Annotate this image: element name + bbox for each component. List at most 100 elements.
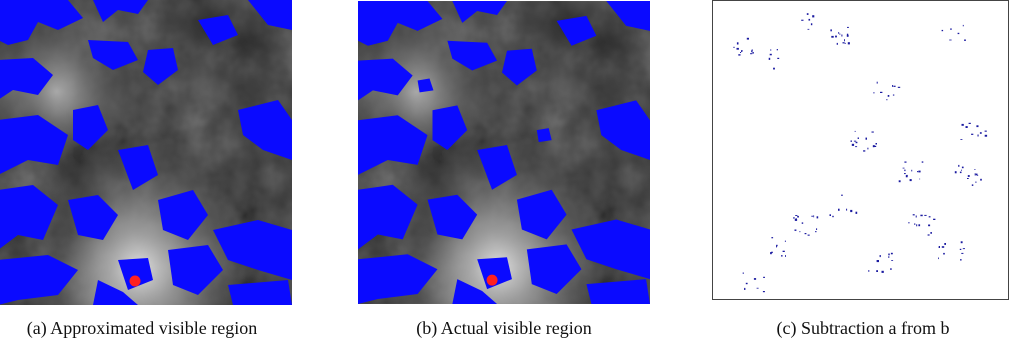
difference-speck xyxy=(813,215,815,218)
difference-speck xyxy=(752,52,754,54)
difference-speck xyxy=(876,260,879,263)
difference-speck xyxy=(867,147,869,150)
difference-speck xyxy=(968,122,971,124)
difference-speck xyxy=(967,175,970,177)
difference-speck xyxy=(816,228,818,230)
caption-c: (c) Subtraction a from b xyxy=(776,318,950,338)
difference-speck xyxy=(736,42,739,45)
difference-speck xyxy=(782,250,785,252)
difference-speck xyxy=(888,256,890,258)
difference-speck xyxy=(928,216,931,218)
difference-speck xyxy=(921,161,924,163)
difference-speck xyxy=(984,130,987,132)
difference-speck xyxy=(909,179,912,182)
difference-speck xyxy=(876,81,878,84)
difference-speck xyxy=(771,251,773,254)
difference-speck xyxy=(806,13,809,15)
difference-speck xyxy=(971,133,974,135)
difference-speck xyxy=(959,171,962,174)
difference-speck xyxy=(808,18,811,21)
difference-speck xyxy=(890,268,892,270)
difference-speck xyxy=(770,49,772,51)
difference-speck xyxy=(794,229,797,231)
difference-speck xyxy=(904,169,906,172)
difference-speck xyxy=(975,173,978,176)
difference-speck xyxy=(768,57,771,60)
difference-speck xyxy=(853,140,857,142)
difference-speck xyxy=(829,214,831,216)
difference-speck xyxy=(944,243,946,245)
difference-speck xyxy=(965,126,968,128)
panel-approximated xyxy=(0,0,292,305)
difference-speck xyxy=(851,143,855,146)
difference-speck xyxy=(919,178,921,180)
difference-speck xyxy=(742,272,744,274)
difference-speck xyxy=(815,231,817,233)
difference-speck xyxy=(763,276,765,278)
difference-speck xyxy=(967,178,969,179)
difference-speck xyxy=(868,270,870,272)
difference-speck xyxy=(911,169,913,172)
difference-speck xyxy=(898,180,901,183)
difference-speck xyxy=(841,34,843,37)
difference-speck xyxy=(740,52,742,53)
difference-speck xyxy=(776,245,777,248)
difference-speck xyxy=(960,139,963,140)
difference-speck xyxy=(871,131,874,133)
difference-speck xyxy=(776,49,778,51)
difference-speck xyxy=(842,42,845,44)
difference-speck xyxy=(984,134,988,137)
difference-speck xyxy=(865,137,867,140)
difference-speck xyxy=(874,145,877,147)
difference-speck xyxy=(943,252,945,255)
difference-speck xyxy=(958,164,960,167)
difference-speck xyxy=(904,173,906,175)
difference-speck xyxy=(841,194,843,196)
difference-speck xyxy=(881,270,884,273)
difference-speck xyxy=(879,255,881,258)
difference-speck xyxy=(846,34,849,37)
difference-speck xyxy=(890,252,893,255)
difference-speck xyxy=(745,282,748,285)
difference-speck xyxy=(839,33,841,35)
difference-speck xyxy=(960,241,963,244)
difference-speck xyxy=(979,132,982,134)
difference-speck xyxy=(831,35,834,38)
difference-speck xyxy=(892,94,895,96)
difference-speck xyxy=(962,248,965,250)
difference-speck xyxy=(816,216,819,219)
difference-speck xyxy=(781,255,783,257)
difference-speck xyxy=(846,33,849,36)
difference-speck xyxy=(938,257,939,260)
difference-speck xyxy=(797,215,799,218)
difference-speck xyxy=(756,287,759,289)
panel-subtraction xyxy=(712,0,1014,301)
difference-speck xyxy=(785,255,786,257)
difference-speck xyxy=(794,219,798,221)
difference-speck xyxy=(933,218,936,220)
viewpoint-marker-a xyxy=(129,275,141,287)
difference-speck xyxy=(961,166,964,169)
difference-speck xyxy=(920,214,923,217)
difference-speck xyxy=(850,209,853,213)
difference-speck xyxy=(801,19,804,21)
difference-speck xyxy=(872,145,875,148)
difference-speck xyxy=(897,86,901,88)
difference-speck xyxy=(771,237,774,239)
difference-speck xyxy=(854,130,856,132)
difference-speck xyxy=(902,167,905,169)
difference-speck xyxy=(830,29,832,32)
terrain-image-a xyxy=(0,0,292,305)
difference-speck xyxy=(918,224,921,227)
difference-speck xyxy=(974,173,976,176)
difference-speck xyxy=(773,67,775,70)
difference-speck xyxy=(930,232,932,234)
difference-speck xyxy=(744,287,746,290)
difference-speck xyxy=(961,169,962,171)
difference-speck xyxy=(961,252,964,254)
difference-speck xyxy=(959,248,962,250)
difference-speck xyxy=(892,85,894,87)
difference-speck xyxy=(917,171,919,173)
difference-speck xyxy=(975,181,977,183)
difference-speck xyxy=(880,91,883,93)
